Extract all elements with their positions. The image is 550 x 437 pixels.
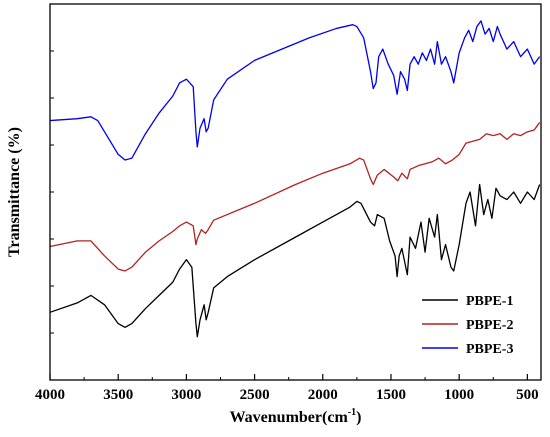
x-axis-title-superscript: -1	[348, 407, 356, 418]
x-axis-title-close: )	[356, 409, 361, 426]
legend-label-pbpe-1: PBPE-1	[466, 294, 513, 309]
series-line-pbpe-3	[49, 20, 541, 161]
x-tick-label: 500	[516, 387, 539, 403]
x-tick-label: 1000	[444, 387, 474, 403]
x-tick-label: 2500	[240, 387, 270, 403]
x-tick-label: 4000	[35, 387, 65, 403]
legend: PBPE-1 PBPE-2 PBPE-3	[422, 294, 513, 357]
series-line-pbpe-1	[49, 183, 541, 338]
x-tick-label: 1500	[376, 387, 406, 403]
legend-label-pbpe-3: PBPE-3	[466, 342, 513, 357]
y-axis-ticks	[50, 50, 54, 334]
x-axis-ticks: 4000 3500 3000 2500 2000 1500 1000 500	[35, 374, 539, 403]
x-tick-label: 2000	[308, 387, 338, 403]
x-axis-title: Wavenumber(cm-1)	[230, 407, 362, 426]
x-tick-label: 3500	[103, 387, 133, 403]
legend-label-pbpe-2: PBPE-2	[466, 318, 513, 333]
x-tick-label: 3000	[171, 387, 201, 403]
y-axis-title: Transmittance (%)	[6, 127, 23, 257]
x-axis-title-main: Wavenumber(cm	[230, 409, 349, 426]
series-line-pbpe-2	[49, 122, 541, 272]
plot-lines	[49, 20, 541, 338]
